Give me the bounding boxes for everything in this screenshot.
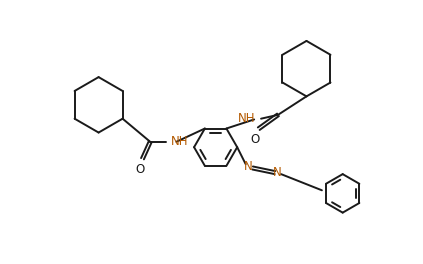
Text: N: N [273, 166, 282, 179]
Text: O: O [250, 133, 260, 145]
Text: O: O [135, 163, 145, 176]
Text: N: N [244, 160, 253, 173]
Text: NH: NH [171, 135, 189, 148]
Text: NH: NH [238, 112, 255, 125]
